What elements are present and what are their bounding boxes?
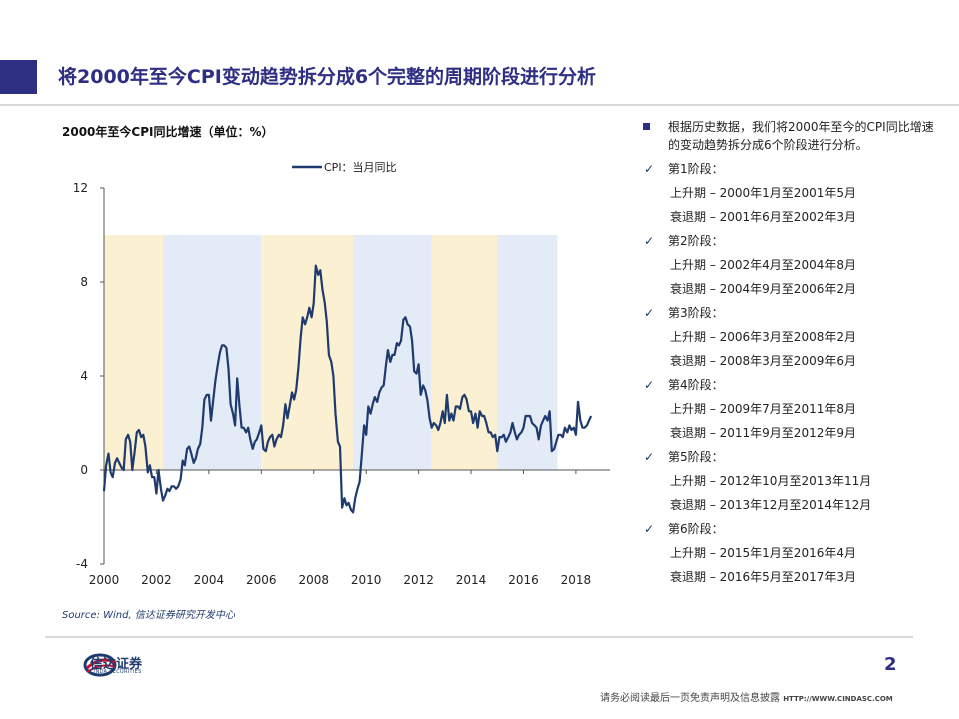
x-tick-label: 2002 xyxy=(141,573,172,587)
logo-subtitle: CINDA SECURITIES xyxy=(90,669,142,675)
cycle-band xyxy=(104,235,163,470)
title-divider xyxy=(0,104,959,106)
stage-item: ✓ 第1阶段： xyxy=(640,160,940,178)
square-bullet-icon xyxy=(643,123,650,130)
stage-rise-period: 上升期 – 2000年1月至2001年5月 xyxy=(670,186,856,200)
cycle-bands xyxy=(104,235,558,470)
check-bullet-icon: ✓ xyxy=(643,234,655,248)
stage-rise-period: 上升期 – 2012年10月至2013年11月 xyxy=(670,474,872,488)
footer-url[interactable]: HTTP://WWW.CINDASC.COM xyxy=(783,695,893,703)
intro-text: 根据历史数据，我们将2000年至今的CPI同比增速的变动趋势拆分成6个阶段进行分… xyxy=(668,120,934,152)
check-bullet-icon: ✓ xyxy=(643,378,655,392)
chart-legend: CPI：当月同比 xyxy=(292,160,397,174)
chart-title: 2000年至今CPI同比增速（单位：%） xyxy=(62,125,274,139)
check-bullet-icon: ✓ xyxy=(643,306,655,320)
chart-series xyxy=(102,264,593,514)
page-number: 2 xyxy=(884,654,897,675)
x-tick-label: 2000 xyxy=(89,573,120,587)
check-bullet-icon: ✓ xyxy=(643,450,655,464)
y-tick-label: 12 xyxy=(73,181,88,195)
cycle-band xyxy=(162,235,262,470)
stage-item: ✓ 第5阶段： xyxy=(640,448,940,466)
stage-decline-period: 衰退期 – 2008年3月至2009年6月 xyxy=(670,354,856,368)
footer-disclaimer: 请务必阅读最后一页免责声明及信息披露 HTTP://WWW.CINDASC.CO… xyxy=(600,689,893,704)
cpi-line-chart: -4 0 4 8 12 2000 2002 2004 2006 2008 2010 2012 2014 2… xyxy=(73,160,610,587)
legend-label: CPI：当月同比 xyxy=(324,160,397,174)
cycle-band xyxy=(353,235,432,470)
title-accent-bar xyxy=(0,60,37,94)
x-tick-label: 2010 xyxy=(351,573,382,587)
slide-title: 将2000年至今CPI变动趋势拆分成6个完整的周期阶段进行分析 xyxy=(58,66,597,88)
y-tick-label: -4 xyxy=(76,557,88,571)
stage-label: 第5阶段： xyxy=(668,450,724,464)
cycle-band xyxy=(431,235,498,470)
x-tick-label: 2004 xyxy=(194,573,225,587)
intro-item: 根据历史数据，我们将2000年至今的CPI同比增速的变动趋势拆分成6个阶段进行分… xyxy=(640,118,940,154)
stage-item: ✓ 第3阶段： xyxy=(640,304,940,322)
x-tick-label: 2008 xyxy=(298,573,329,587)
x-tick-label: 2018 xyxy=(561,573,592,587)
stage-list: 根据历史数据，我们将2000年至今的CPI同比增速的变动趋势拆分成6个阶段进行分… xyxy=(640,118,940,592)
stage-label: 第4阶段： xyxy=(668,378,724,392)
chart-source: Source: Wind, 信达证券研究开发中心 xyxy=(62,610,235,621)
y-tick-label: 8 xyxy=(80,275,88,289)
footer-divider xyxy=(45,636,913,638)
stage-item: ✓ 第4阶段： xyxy=(640,376,940,394)
logo-name: 信达证券 xyxy=(90,657,143,672)
check-bullet-icon: ✓ xyxy=(643,162,655,176)
stage-decline-period: 衰退期 – 2011年9月至2012年9月 xyxy=(670,426,856,440)
chart-axes: -4 0 4 8 12 2000 2002 2004 2006 2008 2010 2012 2014 2… xyxy=(73,181,610,587)
stage-decline-period: 衰退期 – 2013年12月至2014年12月 xyxy=(670,498,872,512)
x-tick-label: 2014 xyxy=(456,573,487,587)
y-tick-label: 0 xyxy=(80,463,88,477)
x-tick-label: 2006 xyxy=(246,573,277,587)
stage-rise-period: 上升期 – 2009年7月至2011年8月 xyxy=(670,402,856,416)
x-tick-label: 2016 xyxy=(508,573,539,587)
cycle-band xyxy=(497,235,558,470)
cinda-logo-icon xyxy=(83,653,117,677)
stage-item: ✓ 第2阶段： xyxy=(640,232,940,250)
cycle-band xyxy=(261,235,354,470)
stage-label: 第6阶段： xyxy=(668,522,724,536)
y-tick-label: 4 xyxy=(80,369,88,383)
disclaimer-text: 请务必阅读最后一页免责声明及信息披露 xyxy=(600,693,780,704)
stage-label: 第1阶段： xyxy=(668,162,724,176)
stage-label: 第2阶段： xyxy=(668,234,724,248)
stage-label: 第3阶段： xyxy=(668,306,724,320)
cpi-series-line xyxy=(102,264,593,514)
stage-rise-period: 上升期 – 2006年3月至2008年2月 xyxy=(670,330,856,344)
stage-decline-period: 衰退期 – 2016年5月至2017年3月 xyxy=(670,570,856,584)
check-bullet-icon: ✓ xyxy=(643,522,655,536)
stage-rise-period: 上升期 – 2002年4月至2004年8月 xyxy=(670,258,856,272)
stage-decline-period: 衰退期 – 2001年6月至2002年3月 xyxy=(670,210,856,224)
x-tick-label: 2012 xyxy=(403,573,434,587)
stage-decline-period: 衰退期 – 2004年9月至2006年2月 xyxy=(670,282,856,296)
stage-rise-period: 上升期 – 2015年1月至2016年4月 xyxy=(670,546,856,560)
stage-item: ✓ 第6阶段： xyxy=(640,520,940,538)
